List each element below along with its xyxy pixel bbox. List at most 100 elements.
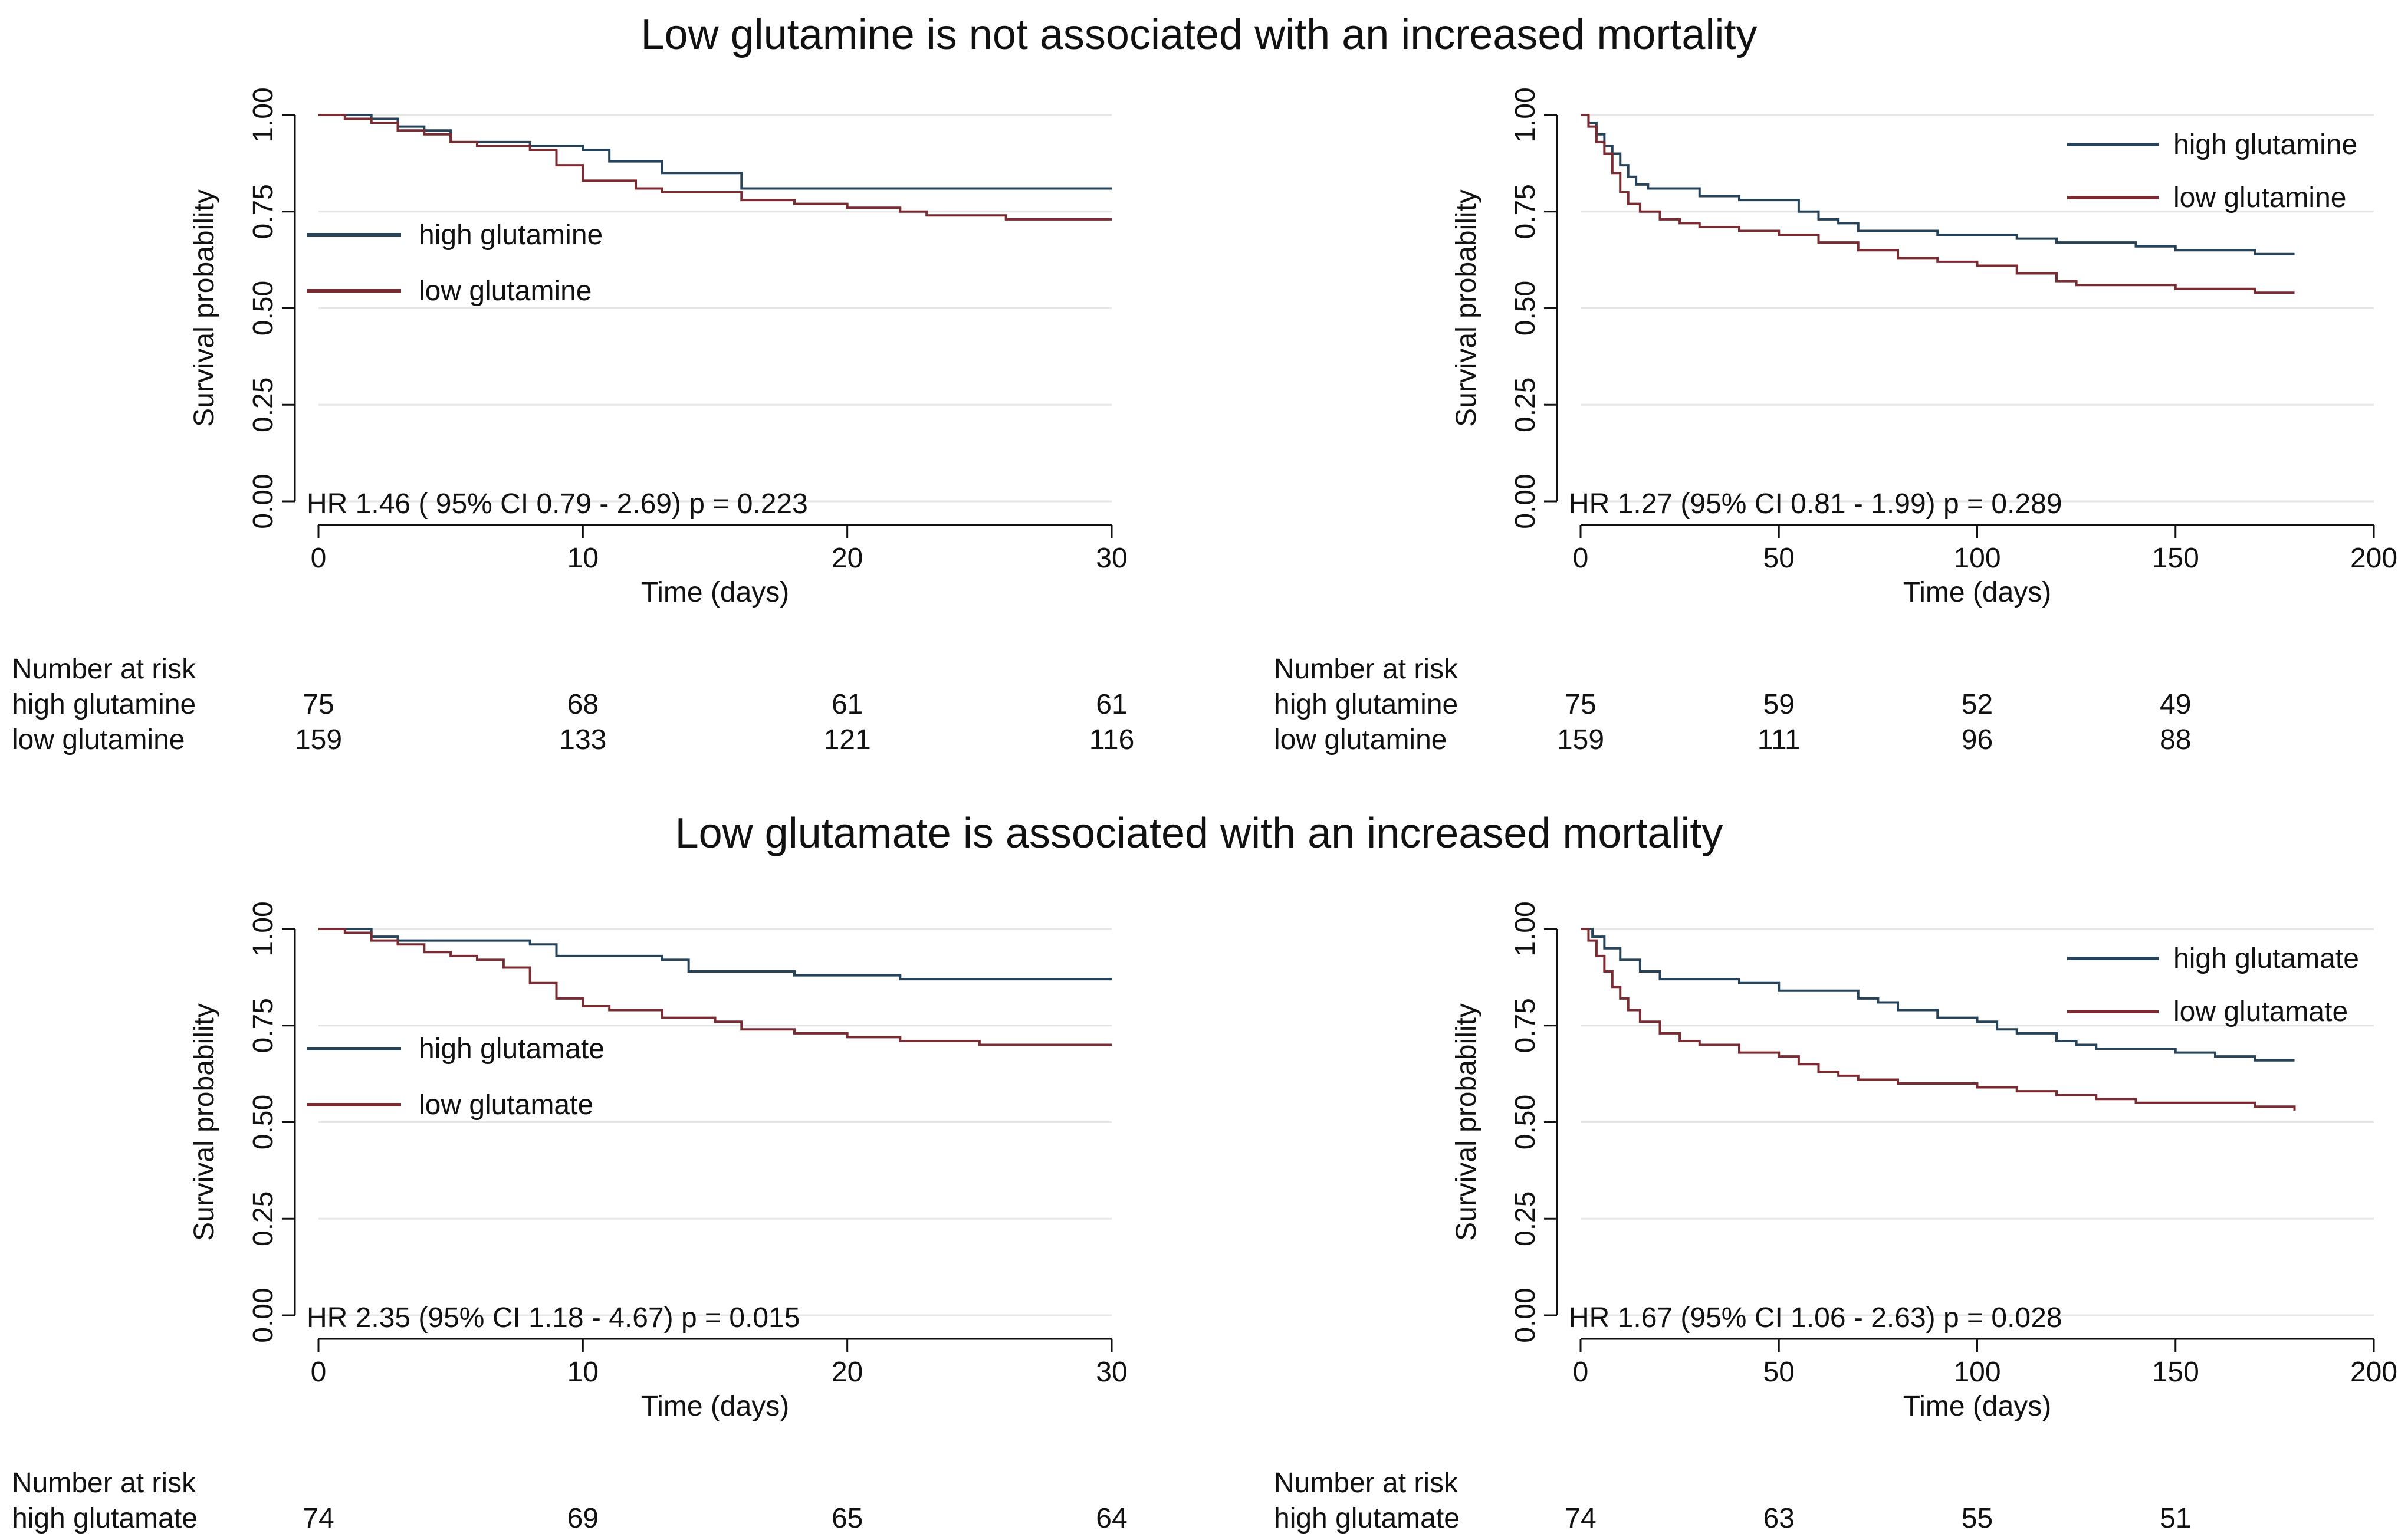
risk-table-value: 75 [303, 689, 334, 720]
y-axis-title: Survival probability [189, 189, 220, 427]
x-tick-label: 50 [1763, 543, 1795, 574]
risk-table-header: Number at risk [1274, 654, 1458, 685]
risk-table-value: 159 [295, 724, 342, 755]
y-tick-label: 0.25 [248, 1191, 279, 1246]
survival-curve-1 [318, 114, 1112, 221]
y-tick-label: 1.00 [248, 87, 279, 142]
risk-table-value: 160 [295, 1538, 342, 1540]
legend-label-1: low glutamate [2173, 996, 2348, 1027]
hr-annotation: HR 1.46 ( 95% CI 0.79 - 2.69) p = 0.223 [307, 488, 808, 520]
y-tick-label: 0.75 [248, 998, 279, 1053]
x-tick-label: 10 [567, 1357, 599, 1388]
km-panel-top-left: 0.00 0.25 0.50 0.75 1.00 0 10 20 30 Time (days) Su… [12, 87, 1135, 755]
risk-table-value: 88 [2160, 724, 2191, 755]
risk-table-row-label: high glutamate [12, 1503, 198, 1534]
legend-label-1: low glutamine [2173, 182, 2346, 214]
y-tick-label: 0.75 [248, 184, 279, 239]
risk-table-value: 74 [303, 1503, 334, 1534]
risk-table-value: 159 [1557, 724, 1604, 755]
risk-table-value: 75 [1565, 689, 1596, 720]
km-panel-bottom-left: 0.00 0.25 0.50 0.75 1.00 0 10 20 30 Time (days) Su… [12, 901, 1135, 1540]
risk-table-value: 51 [2160, 1503, 2191, 1534]
x-tick-label: 200 [2350, 1357, 2397, 1388]
legend-label-0: high glutamine [2173, 129, 2357, 160]
risk-table-row-label: low glutamine [12, 724, 185, 755]
x-tick-label: 100 [1953, 543, 2000, 574]
risk-table-value: 61 [1096, 689, 1127, 720]
risk-table-value: 55 [1962, 1503, 1993, 1534]
y-tick-label: 0.75 [1510, 998, 1541, 1053]
y-tick-label: 0.75 [1510, 184, 1541, 239]
y-tick-label: 1.00 [1510, 901, 1541, 956]
survival-curve-0 [1581, 928, 2295, 1062]
risk-table-value: 93 [1962, 1538, 1993, 1540]
risk-table-value: 74 [1565, 1503, 1596, 1534]
y-tick-label: 0.00 [1510, 474, 1541, 528]
risk-table-value: 86 [2160, 1538, 2191, 1540]
x-axis-title: Time (days) [641, 1391, 790, 1422]
y-tick-label: 0.50 [248, 281, 279, 336]
figure-title-bottom: Low glutamate is associated with an incr… [675, 810, 1723, 857]
risk-table-header: Number at risk [12, 654, 196, 685]
risk-table-row-label: low glutamate [1274, 1538, 1448, 1540]
hr-annotation: HR 2.35 (95% CI 1.18 - 4.67) p = 0.015 [307, 1302, 800, 1334]
risk-table-value: 107 [1755, 1538, 1802, 1540]
risk-table-header: Number at risk [12, 1467, 196, 1499]
risk-table-value: 111 [1758, 724, 1801, 755]
x-tick-label: 20 [832, 543, 863, 574]
x-tick-label: 0 [311, 543, 327, 574]
hr-annotation: HR 1.67 (95% CI 1.06 - 2.63) p = 0.028 [1569, 1302, 2062, 1334]
survival-curve-1 [1581, 928, 2296, 1111]
y-tick-label: 0.50 [248, 1095, 279, 1150]
risk-table-value: 121 [824, 724, 871, 755]
x-tick-label: 30 [1096, 1357, 1127, 1388]
km-panel-bottom-right: 0.00 0.25 0.50 0.75 1.00 0 50 100 150 200 Time (da… [1274, 901, 2397, 1540]
legend-label-0: high glutamate [419, 1033, 605, 1065]
y-axis-title: Survival probability [1451, 189, 1482, 427]
risk-table-value: 61 [832, 689, 863, 720]
figure-title-top: Low glutamine is not associated with an … [640, 11, 1758, 58]
x-axis-title: Time (days) [641, 577, 790, 608]
risk-table-row-label: low glutamine [1274, 724, 1447, 755]
risk-table-value: 69 [567, 1503, 599, 1534]
risk-table-row-label: low glutamate [12, 1538, 186, 1540]
risk-table-value: 59 [1763, 689, 1795, 720]
x-tick-label: 0 [311, 1357, 327, 1388]
risk-table-row-label: high glutamate [1274, 1503, 1460, 1534]
x-tick-label: 150 [2152, 1357, 2199, 1388]
risk-table-value: 65 [832, 1503, 863, 1534]
x-tick-label: 200 [2350, 543, 2397, 574]
survival-curve-1 [1581, 114, 2295, 294]
x-tick-label: 0 [1573, 1357, 1589, 1388]
y-tick-label: 1.00 [1510, 87, 1541, 142]
x-tick-label: 20 [832, 1357, 863, 1388]
survival-curve-0 [318, 928, 1112, 981]
risk-table-row-label: high glutamine [1274, 689, 1458, 720]
survival-curve-0 [1581, 114, 2295, 255]
legend-label-0: high glutamate [2173, 943, 2359, 974]
y-tick-label: 0.50 [1510, 281, 1541, 336]
y-tick-label: 0.00 [248, 474, 279, 528]
x-axis-title: Time (days) [1903, 1391, 2052, 1422]
km-panel-top-right: 0.00 0.25 0.50 0.75 1.00 0 50 100 150 200 Time (da… [1274, 87, 2397, 755]
y-tick-label: 0.25 [1510, 1191, 1541, 1246]
x-tick-label: 50 [1763, 1357, 1795, 1388]
risk-table-value: 52 [1962, 689, 1993, 720]
x-tick-label: 100 [1953, 1357, 2000, 1388]
x-tick-label: 150 [2152, 543, 2199, 574]
y-tick-label: 0.25 [248, 377, 279, 432]
risk-table-value: 96 [1962, 724, 1993, 755]
x-tick-label: 10 [567, 543, 599, 574]
legend-label-1: low glutamine [419, 275, 592, 307]
y-axis-title: Survival probability [189, 1003, 220, 1241]
y-tick-label: 0.25 [1510, 377, 1541, 432]
risk-table-value: 64 [1096, 1503, 1127, 1534]
y-axis-title: Survival probability [1451, 1003, 1482, 1241]
risk-table-row-label: high glutamine [12, 689, 196, 720]
x-tick-label: 30 [1096, 543, 1127, 574]
risk-table-value: 116 [1089, 724, 1135, 755]
risk-table-value: 133 [559, 724, 606, 755]
risk-table-header: Number at risk [1274, 1467, 1458, 1499]
risk-table-value: 113 [1089, 1538, 1135, 1540]
